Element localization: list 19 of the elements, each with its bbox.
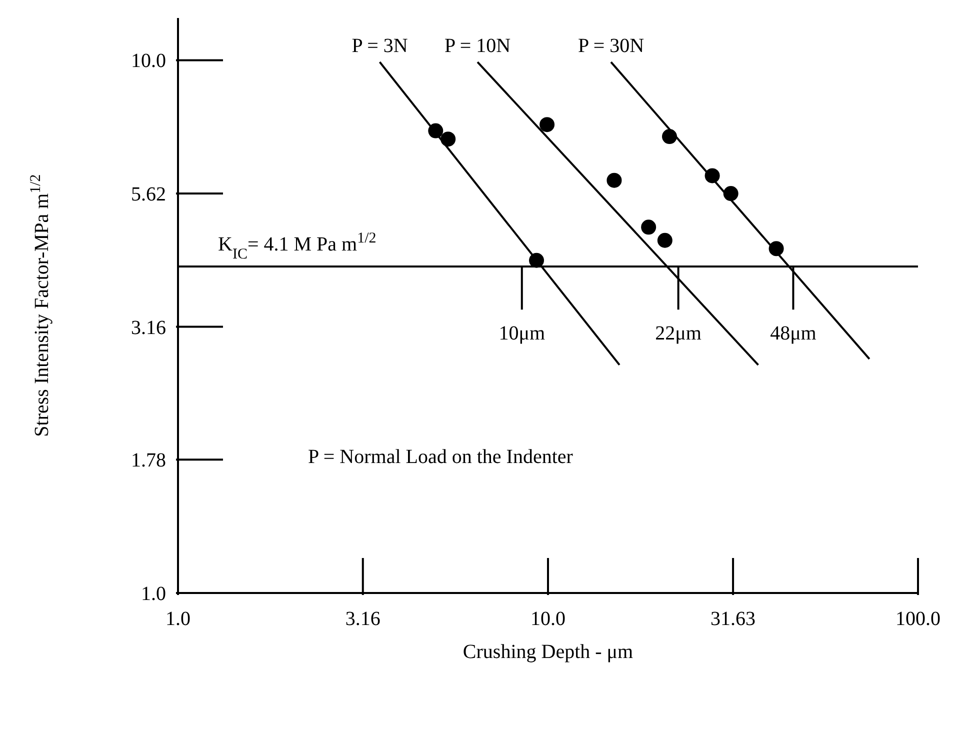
ref-line-label: 48μm (770, 322, 817, 345)
x-axis-title: Crushing Depth - μm (462, 641, 634, 663)
ref-line-label: 22μm (655, 322, 702, 345)
series-label: P = 3N (352, 35, 408, 58)
y-tick-label: 1.78 (131, 450, 166, 472)
x-tick-label: 10.0 (530, 608, 566, 630)
y-tick-label: 5.62 (131, 184, 166, 206)
x-tick-label: 31.63 (710, 608, 756, 630)
series-label: P = 10N (444, 35, 511, 58)
series-label: P = 30N (578, 35, 644, 58)
y-tick-label: 1.0 (141, 583, 166, 605)
ref-line-label: 10μm (498, 322, 546, 345)
annotation: P = Normal Load on the Indenter (308, 446, 573, 469)
ref-line-label: K$_{IC}$= 4.1 M Pa m$^{1/2}$ (218, 230, 376, 262)
x-tick-label: 100.0 (896, 608, 940, 630)
x-tick-label: 3.16 (345, 608, 380, 630)
y-tick-label: 10.0 (131, 50, 166, 72)
x-tick-label: 1.0 (166, 608, 190, 630)
y-tick-label: 3.16 (131, 316, 166, 339)
